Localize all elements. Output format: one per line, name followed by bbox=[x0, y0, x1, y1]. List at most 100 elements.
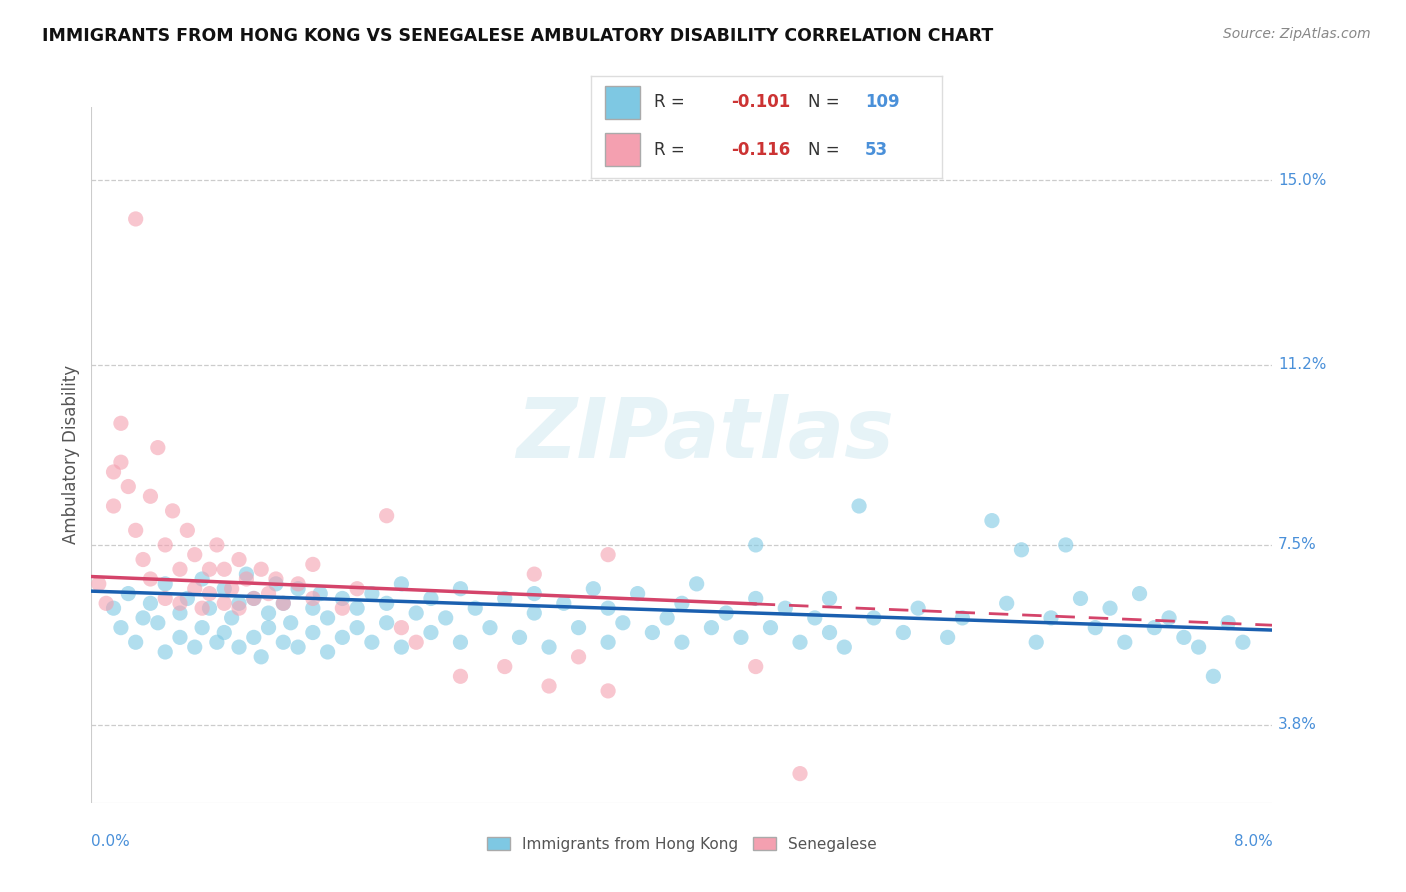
Point bbox=[375, 508, 398, 523]
Point bbox=[139, 572, 162, 586]
Point bbox=[169, 596, 191, 610]
Point bbox=[537, 679, 560, 693]
Point bbox=[804, 611, 827, 625]
Point bbox=[103, 499, 125, 513]
Point bbox=[235, 567, 257, 582]
Point bbox=[280, 615, 302, 630]
Point bbox=[714, 606, 737, 620]
Point bbox=[124, 635, 148, 649]
Text: 11.2%: 11.2% bbox=[1278, 358, 1326, 372]
Point bbox=[273, 596, 295, 610]
Point bbox=[117, 586, 139, 600]
Point bbox=[1084, 621, 1107, 635]
Point bbox=[110, 417, 132, 431]
Point bbox=[478, 621, 502, 635]
Point bbox=[818, 625, 841, 640]
Point bbox=[228, 601, 250, 615]
Point bbox=[228, 640, 250, 654]
Point bbox=[346, 621, 368, 635]
Text: N =: N = bbox=[808, 94, 839, 112]
Point bbox=[169, 631, 191, 645]
Point bbox=[183, 640, 207, 654]
Point bbox=[553, 596, 575, 610]
FancyBboxPatch shape bbox=[605, 133, 640, 166]
Point bbox=[183, 548, 207, 562]
Point bbox=[117, 479, 139, 493]
Point bbox=[1129, 586, 1152, 600]
Point bbox=[582, 582, 605, 596]
Text: 0.0%: 0.0% bbox=[91, 834, 131, 849]
Legend: Immigrants from Hong Kong, Senegalese: Immigrants from Hong Kong, Senegalese bbox=[481, 830, 883, 858]
Point bbox=[1069, 591, 1091, 606]
Point bbox=[110, 621, 132, 635]
Text: 15.0%: 15.0% bbox=[1278, 172, 1326, 187]
Point bbox=[596, 635, 619, 649]
Point bbox=[862, 611, 886, 625]
Point bbox=[176, 524, 198, 538]
Point bbox=[124, 524, 148, 538]
Point bbox=[391, 640, 413, 654]
Point bbox=[1187, 640, 1209, 654]
Point bbox=[730, 631, 752, 645]
Point bbox=[745, 538, 768, 552]
Point bbox=[132, 611, 155, 625]
Point bbox=[301, 625, 323, 640]
Point bbox=[671, 596, 693, 610]
Text: N =: N = bbox=[808, 141, 839, 159]
Point bbox=[301, 601, 323, 615]
Point bbox=[789, 766, 811, 780]
Point bbox=[434, 611, 457, 625]
Point bbox=[228, 552, 250, 566]
Point bbox=[257, 586, 280, 600]
Point bbox=[537, 640, 560, 654]
Point bbox=[301, 558, 323, 572]
Point bbox=[250, 649, 273, 664]
Point bbox=[139, 489, 162, 503]
Text: 7.5%: 7.5% bbox=[1278, 538, 1317, 552]
Point bbox=[124, 211, 148, 226]
Point bbox=[567, 649, 591, 664]
FancyBboxPatch shape bbox=[605, 87, 640, 119]
Point bbox=[789, 635, 811, 649]
Point bbox=[191, 601, 214, 615]
Point bbox=[1218, 615, 1240, 630]
Point bbox=[523, 606, 546, 620]
Point bbox=[96, 596, 118, 610]
Point bbox=[907, 601, 929, 615]
Text: 53: 53 bbox=[865, 141, 887, 159]
Point bbox=[641, 625, 664, 640]
Point bbox=[450, 635, 472, 649]
Point bbox=[198, 562, 221, 576]
Text: IMMIGRANTS FROM HONG KONG VS SENEGALESE AMBULATORY DISABILITY CORRELATION CHART: IMMIGRANTS FROM HONG KONG VS SENEGALESE … bbox=[42, 27, 994, 45]
Point bbox=[700, 621, 723, 635]
Point bbox=[169, 606, 191, 620]
Point bbox=[360, 586, 382, 600]
Point bbox=[1010, 542, 1032, 557]
Point bbox=[346, 601, 368, 615]
Point bbox=[250, 562, 273, 576]
Point bbox=[773, 601, 796, 615]
Point bbox=[1099, 601, 1122, 615]
Point bbox=[891, 625, 914, 640]
Point bbox=[103, 465, 125, 479]
Point bbox=[419, 591, 441, 606]
Point bbox=[494, 659, 516, 673]
Point bbox=[1159, 611, 1181, 625]
Point bbox=[198, 586, 221, 600]
Text: ZIPatlas: ZIPatlas bbox=[516, 393, 894, 475]
Y-axis label: Ambulatory Disability: Ambulatory Disability bbox=[62, 366, 80, 544]
Point bbox=[523, 567, 546, 582]
Point bbox=[146, 441, 169, 455]
Text: 3.8%: 3.8% bbox=[1278, 717, 1317, 732]
Point bbox=[264, 577, 287, 591]
Point bbox=[818, 591, 841, 606]
Point bbox=[596, 548, 619, 562]
Point bbox=[205, 635, 228, 649]
Point bbox=[273, 596, 295, 610]
Point bbox=[103, 601, 125, 615]
Text: R =: R = bbox=[654, 141, 685, 159]
Point bbox=[264, 572, 287, 586]
Text: R =: R = bbox=[654, 94, 685, 112]
Point bbox=[221, 611, 243, 625]
Point bbox=[205, 538, 228, 552]
